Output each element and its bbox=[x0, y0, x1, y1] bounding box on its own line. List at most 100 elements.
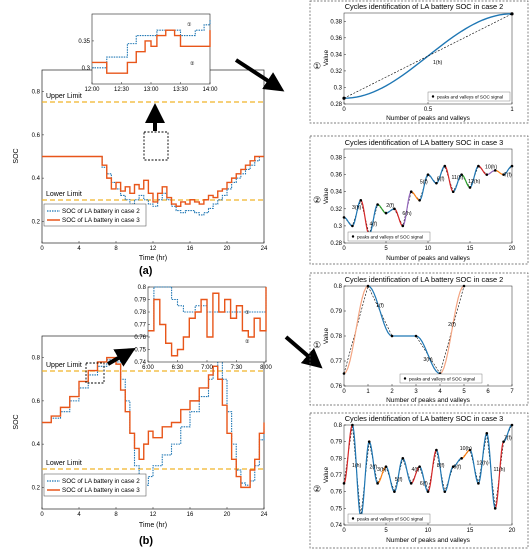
panel-a-main-xtick-label: 0 bbox=[40, 246, 44, 252]
panel-b-sub2-peak-point bbox=[351, 423, 354, 427]
panel-a-sub1-ytick-label: 0.28 bbox=[330, 102, 342, 108]
panel-b-sub1-cycle-curve bbox=[367, 285, 393, 337]
panel-b-sub2-cycle-curve bbox=[494, 441, 505, 509]
panel-a-sub2-peak-point bbox=[359, 198, 363, 202]
panel-a-sub2-annotation: 6(h) bbox=[402, 211, 411, 217]
panel-a-sub2-ytick-label: 0.28 bbox=[330, 241, 342, 247]
panel-b-sub2-xtick-label: 10 bbox=[425, 528, 432, 534]
panel-b-sub1-ytick-label: 0.77 bbox=[330, 359, 342, 365]
panel-a-sub2-xlabel: Number of peaks and valleys bbox=[386, 255, 471, 262]
panel-a-sub2-cycle-curve bbox=[427, 174, 437, 184]
panel-a-sub2-annotation: 12(h) bbox=[468, 179, 480, 185]
panel-b-sub1-annotation: 2(f) bbox=[448, 322, 456, 328]
panel-a-sub1-ytick-label: 0.3 bbox=[334, 85, 343, 91]
panel-b-sub2-legend: peaks and valleys of SOC signal bbox=[357, 517, 423, 522]
panel-a-sub1-ytick-label: 0.36 bbox=[330, 36, 342, 42]
panel-a-sub2-cycle-curve bbox=[452, 174, 462, 193]
panel-a-sub2-cycle-curve bbox=[495, 169, 504, 176]
panel-b-sub2-xtick-label: 15 bbox=[467, 528, 474, 534]
panel-a-sub1-xtick-label: 0 bbox=[342, 107, 346, 113]
panel-a-inset-series-case2 bbox=[92, 19, 211, 69]
panel-b-sub2-peak-point bbox=[477, 482, 480, 485]
panel-a-sub2-ytick-label: 0.3 bbox=[334, 224, 343, 230]
panel-b-sub1-peak-point bbox=[366, 284, 370, 288]
panel-b-sub1-ylabel: Value bbox=[323, 328, 330, 345]
panel-a-sub1-annotation-1h: 1(h) bbox=[433, 60, 442, 66]
panel-b-sub1-ytick-label: 0.8 bbox=[334, 284, 343, 290]
panel-b-inset-xtick-label: 7:00 bbox=[201, 365, 213, 371]
panel-a-subplot-2: Cycles identification of LA battery SOC … bbox=[309, 135, 529, 265]
panel-a-sub1-xtick-label: 1 bbox=[510, 107, 514, 113]
panel-b-inset-xtick-label: 7:30 bbox=[231, 365, 243, 371]
panel-a-sub2-xtick-label: 5 bbox=[384, 246, 388, 252]
panel-a-zoom-box bbox=[143, 131, 169, 161]
panel-b-sub2-peak-point bbox=[502, 440, 505, 443]
panel-a-sub2-cycle-curve bbox=[411, 191, 420, 201]
panel-a-main-ytick-label: 0.6 bbox=[32, 133, 41, 139]
panel-b-sub2-annotation: 2(f) bbox=[370, 465, 378, 471]
panel-b-sub2-peak-point bbox=[401, 457, 405, 460]
panel-a-sub2-peak-point bbox=[460, 173, 463, 176]
panel-a-sub2-cycle-curve bbox=[343, 216, 353, 227]
panel-a-lower-limit-label: Lower Limit bbox=[46, 191, 82, 198]
panel-b-sub2-annotation: 10(h) bbox=[460, 446, 472, 452]
panel-b-inset-xtick-label: 6:00 bbox=[142, 365, 154, 371]
panel-a-sub2-peak-point bbox=[401, 224, 405, 228]
panel-a-sub1-ytick-label: 0.32 bbox=[330, 69, 342, 75]
panel-b-inset-marker-2: ② bbox=[245, 339, 250, 345]
panel-a-sub2-peak-point bbox=[435, 181, 438, 185]
panel-b-sub1-title: Cycles identification of LA battery SOC … bbox=[345, 275, 504, 284]
panel-b-main-xtick-label: 4 bbox=[77, 512, 81, 518]
panel-b-sub2-cycle-curve bbox=[402, 457, 412, 484]
panel-b-sub2-annotation: 3(h) bbox=[377, 467, 386, 473]
panel-b-sub2-cycle-curve bbox=[477, 432, 488, 484]
panel-b-sub2-peak-point bbox=[485, 432, 489, 435]
panel-a-sub2-xtick-label: 0 bbox=[342, 246, 346, 252]
panel-b-sub2-peak-point bbox=[493, 507, 497, 510]
panel-b-sub1-xlabel: Number of peaks and valleys bbox=[386, 397, 471, 404]
panel-b-inset-ytick-label: 0.75 bbox=[134, 348, 146, 354]
panel-a-sub2-peak-point bbox=[418, 198, 421, 202]
panel-a-legend bbox=[43, 203, 147, 227]
panel-a-sub2-ytick-label: 0.38 bbox=[330, 156, 342, 162]
panel-b-sub2-marker: ② bbox=[313, 484, 321, 494]
panel-a-sub2-xtick-label: 10 bbox=[425, 246, 432, 252]
panel-b-sub2-peak-point bbox=[409, 482, 413, 485]
panel-b-sub1-peak-point bbox=[462, 284, 466, 288]
panel-a-sub2-legend: peaks and valleys of SOC signal bbox=[357, 235, 423, 240]
panel-b-sub1-xtick-label: 1 bbox=[366, 389, 370, 395]
panel-b-legend-entry-case2: SOC of LA battery in case 2 bbox=[62, 478, 140, 485]
panel-b-sub1-cycle-curve bbox=[343, 285, 369, 374]
panel-a-sub1-marker: ① bbox=[313, 61, 321, 71]
panel-a-main-ytick-label: 0.2 bbox=[32, 219, 41, 225]
panel-a-inset-ytick-label: 0.3 bbox=[82, 66, 91, 72]
panel-a-sub2-cycle-curve bbox=[478, 165, 487, 176]
panel-b-sub2-ytick-label: 0.75 bbox=[330, 506, 342, 512]
panel-a-sub2-annotation: 3(h) bbox=[352, 205, 361, 211]
panel-a-xlabel: Time (hr) bbox=[139, 255, 167, 262]
panel-b-ylabel: SOC bbox=[13, 414, 20, 429]
panel-b-sub2-peak-point bbox=[367, 440, 371, 443]
panel-b-series-case3 bbox=[42, 356, 265, 489]
panel-b-inset-marker-1: ① bbox=[245, 310, 250, 316]
panel-b-sub1-marker: ① bbox=[313, 340, 321, 350]
panel-b-subplot-1: Cycles identification of LA battery SOC … bbox=[309, 272, 529, 406]
panel-a-sub2-cycle-curve bbox=[444, 165, 454, 193]
panel-a-main-xtick-label: 4 bbox=[77, 246, 81, 252]
panel-b-sub1-xtick-label: 2 bbox=[390, 389, 394, 395]
panel-a-sub2-peak-point bbox=[426, 173, 430, 176]
panel-a-sub2-cycle-curve bbox=[352, 199, 362, 227]
panel-a-sub2-cycle-curve bbox=[461, 174, 471, 189]
panel-a-main-ytick-label: 0.8 bbox=[32, 90, 41, 96]
panel-a-sub1-xlabel: Number of peaks and valleys bbox=[386, 115, 471, 122]
panel-a-sub2-cycle-curve bbox=[503, 165, 513, 176]
panel-b-sub1-xtick-label: 6 bbox=[486, 389, 490, 395]
panel-b-sub2-cycle-curve bbox=[351, 424, 362, 517]
panel-a-sub2-peak-point bbox=[384, 211, 388, 215]
panel-a-subplot-1: Cycles identification of LA battery SOC … bbox=[309, 0, 529, 124]
panel-b-sub2-cycle-curve bbox=[486, 433, 496, 509]
panel-b-main-ytick-label: 0.8 bbox=[32, 356, 41, 362]
panel-b-inset: 6:00 6:30 7:00 7:30 8:00 0.74 0.75 0.76 0.77 0.78… bbox=[134, 285, 272, 371]
panel-a-sub1-ytick-label: 0.38 bbox=[330, 19, 342, 25]
panel-b-sub1-ytick-label: 0.78 bbox=[330, 334, 342, 340]
